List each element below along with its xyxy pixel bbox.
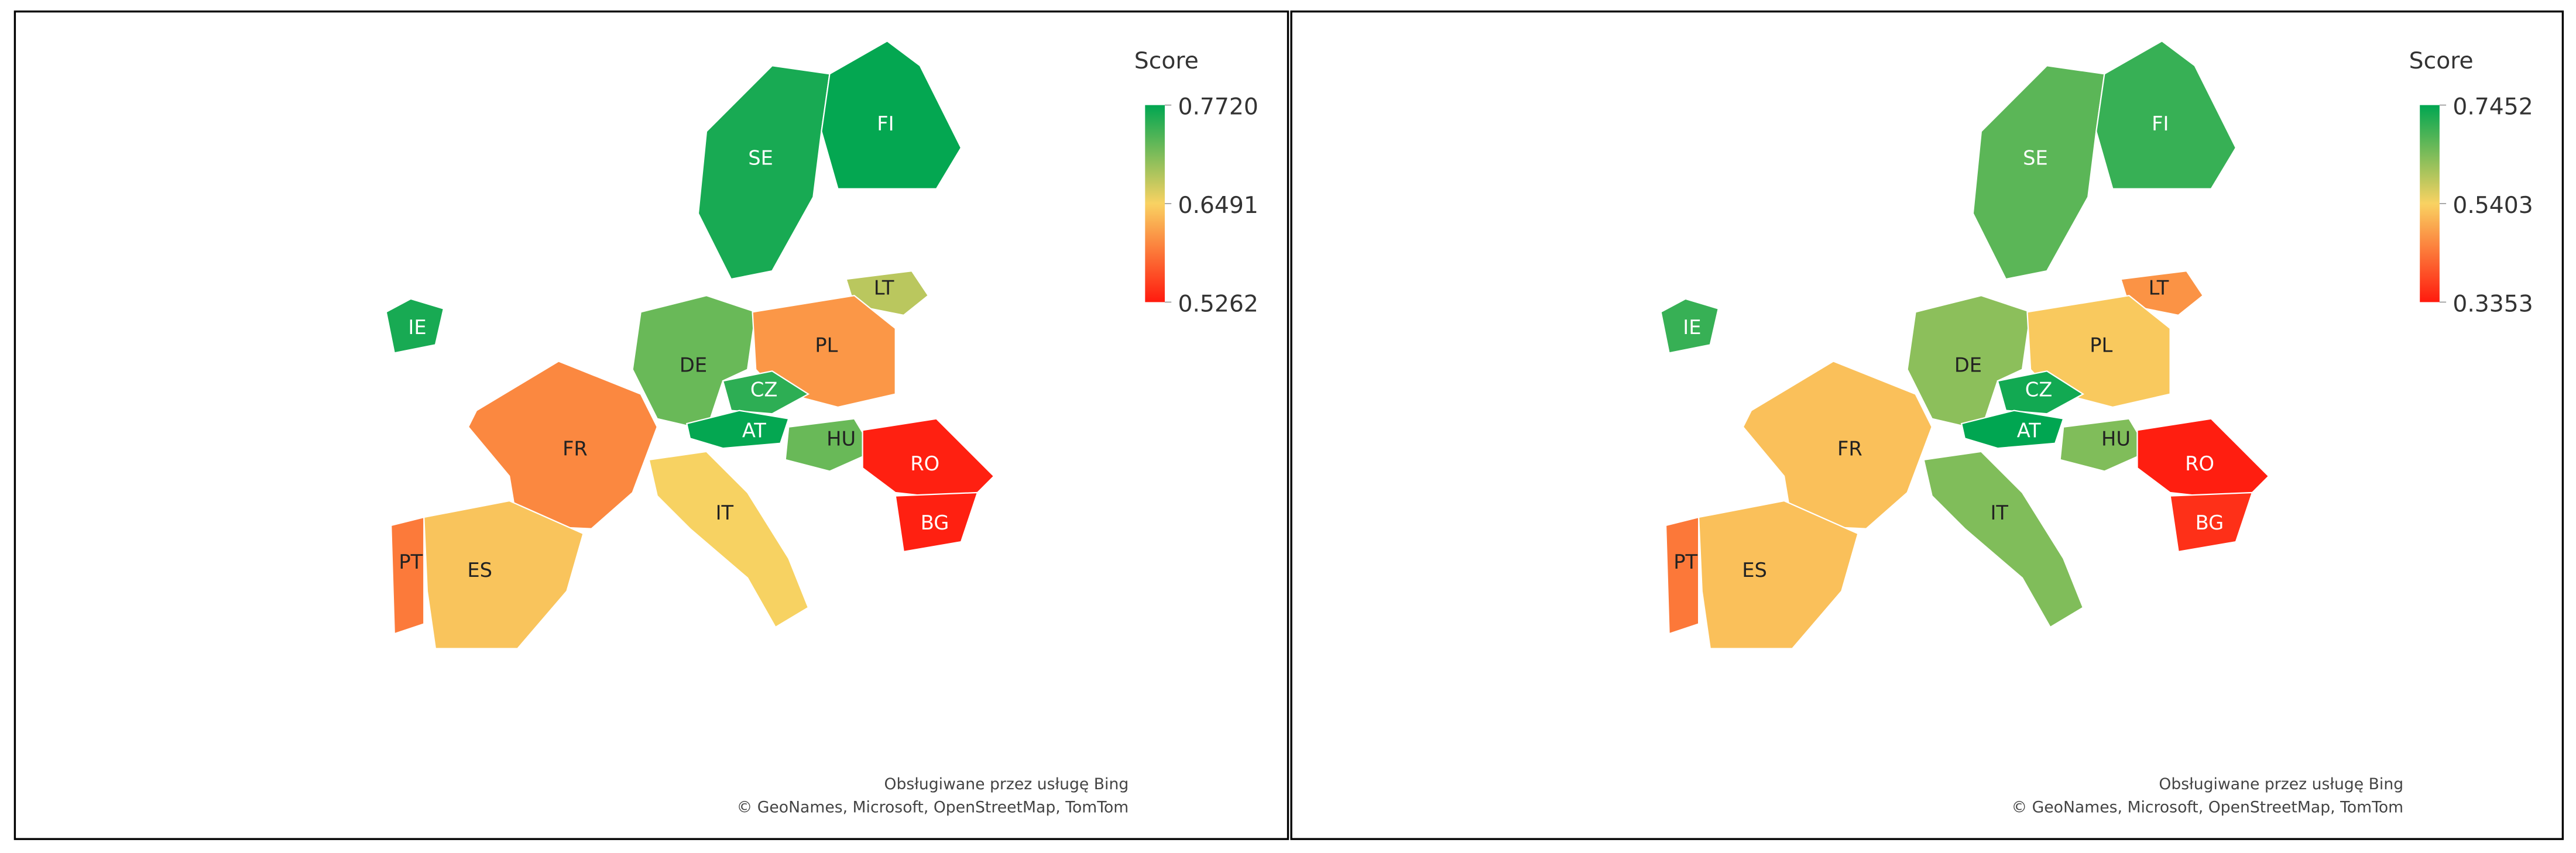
country — [385, 298, 445, 354]
country — [1972, 65, 2105, 280]
country-label: FR — [562, 437, 588, 460]
country-label: FR — [1837, 437, 1862, 460]
country-label: CZ — [2025, 378, 2053, 401]
legend-tick-label: 0.5262 — [1178, 291, 1258, 318]
country-label: PT — [399, 551, 423, 573]
country — [2026, 294, 2171, 408]
country-label: HU — [2101, 428, 2131, 450]
country — [1697, 500, 1859, 649]
country-label: SE — [748, 147, 773, 170]
country-label: IT — [716, 501, 734, 524]
country — [697, 65, 831, 280]
legend-tick-label: 0.7452 — [2452, 94, 2533, 121]
attribution: © GeoNames, Microsoft, OpenStreetMap, To… — [2011, 798, 2403, 816]
country-label: CZ — [750, 378, 778, 401]
country-label: DE — [680, 353, 707, 376]
country-label: BG — [921, 511, 949, 534]
attribution: Obsługiwane przez usługę Bing — [884, 775, 1128, 793]
country-label: ES — [467, 559, 492, 582]
country — [1665, 516, 1700, 635]
attribution: Obsługiwane przez usługę Bing — [2159, 775, 2403, 793]
country-label: AT — [2017, 419, 2041, 442]
country — [894, 491, 979, 553]
legend-title: Score — [1134, 48, 1199, 74]
country-label: PL — [2090, 334, 2112, 357]
legend-bar — [1145, 105, 1165, 302]
country — [1742, 360, 1933, 529]
country-label: FI — [2152, 112, 2169, 135]
attribution: © GeoNames, Microsoft, OpenStreetMap, To… — [737, 798, 1129, 816]
legend-title: Score — [2409, 48, 2474, 74]
country-label: IE — [1683, 316, 1701, 339]
country-label: SE — [2023, 147, 2048, 170]
country-label: LT — [2149, 276, 2169, 299]
legend-tick-label: 0.7720 — [1178, 94, 1258, 121]
country — [722, 370, 810, 415]
country-label: ES — [1742, 559, 1767, 582]
country — [784, 418, 875, 472]
country-label: DE — [1954, 353, 1982, 376]
country — [685, 410, 790, 449]
legend-tick-label: 0.6491 — [1178, 192, 1258, 219]
country-label: RO — [2185, 452, 2214, 475]
country — [2169, 491, 2253, 553]
country — [1960, 410, 2064, 449]
country-label: PT — [1673, 551, 1697, 573]
legend-bar — [2420, 105, 2440, 302]
legend-tick-label: 0.5403 — [2452, 192, 2533, 219]
country-label: PL — [815, 334, 838, 357]
legend-tick-label: 0.3353 — [2452, 291, 2533, 318]
country-label: RO — [910, 452, 939, 475]
country — [1997, 370, 2085, 415]
country — [648, 450, 809, 628]
country — [821, 40, 962, 190]
country — [390, 516, 425, 635]
country-label: AT — [742, 419, 766, 442]
country — [1660, 298, 1720, 354]
country — [752, 294, 896, 408]
map-panel: SE FI LT IE DE PL CZ FR AT HU RO IT BG PT ES Score 0.772… — [385, 40, 1258, 816]
country-label: BG — [2196, 511, 2224, 534]
country-label: HU — [826, 428, 856, 450]
country — [423, 500, 584, 649]
country — [2059, 418, 2150, 472]
country-label: FI — [877, 112, 894, 135]
country — [467, 360, 658, 529]
map-panel: SE FI LT IE DE PL CZ FR AT HU RO IT BG PT ES Score 0.745… — [1660, 40, 2533, 816]
country-label: LT — [874, 276, 894, 299]
country-label: IE — [408, 316, 426, 339]
country — [1923, 450, 2084, 628]
country-label: IT — [1990, 501, 2008, 524]
country — [2095, 40, 2237, 190]
